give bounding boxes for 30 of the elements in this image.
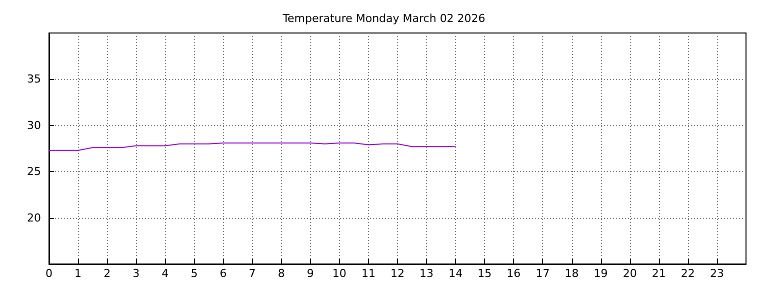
line-series	[48, 142, 456, 151]
y-tick-label: 20	[27, 211, 41, 224]
x-tick-label: 4	[162, 267, 169, 280]
x-tick-label: 5	[190, 267, 198, 280]
x-tick-label: 23	[710, 267, 724, 280]
x-tick-label: 18	[564, 267, 579, 280]
x-tick-label: 17	[536, 267, 550, 280]
x-tick-label: 14	[448, 267, 463, 280]
x-tick-label: 20	[622, 267, 637, 280]
y-tick-label: 25	[27, 165, 41, 178]
x-tick-label: 3	[132, 267, 140, 280]
x-tick-label: 7	[248, 267, 256, 280]
y-tick-label: 35	[27, 72, 41, 86]
x-tick-label: 6	[220, 267, 227, 280]
x-tick-label: 15	[478, 267, 492, 280]
x-tick-label: 8	[278, 267, 285, 280]
x-tick-label: 10	[332, 267, 346, 280]
chart-title: Temperature Monday March 02 2026	[282, 12, 486, 25]
x-tick-label: 12	[390, 267, 404, 280]
x-tick-label: 21	[652, 267, 666, 280]
x-tick-label: 2	[104, 267, 111, 280]
x-tick-label: 1	[74, 267, 82, 280]
x-tick-label: 19	[594, 267, 608, 280]
x-tick-label: 11	[361, 267, 376, 280]
y-tick-label: 30	[27, 118, 41, 132]
x-tick-label: 9	[306, 267, 314, 280]
x-tick-label: 0	[46, 267, 52, 280]
x-tick-label: 16	[506, 267, 521, 280]
x-tick-label: 13	[420, 267, 434, 280]
x-tick-label: 22	[680, 267, 695, 280]
